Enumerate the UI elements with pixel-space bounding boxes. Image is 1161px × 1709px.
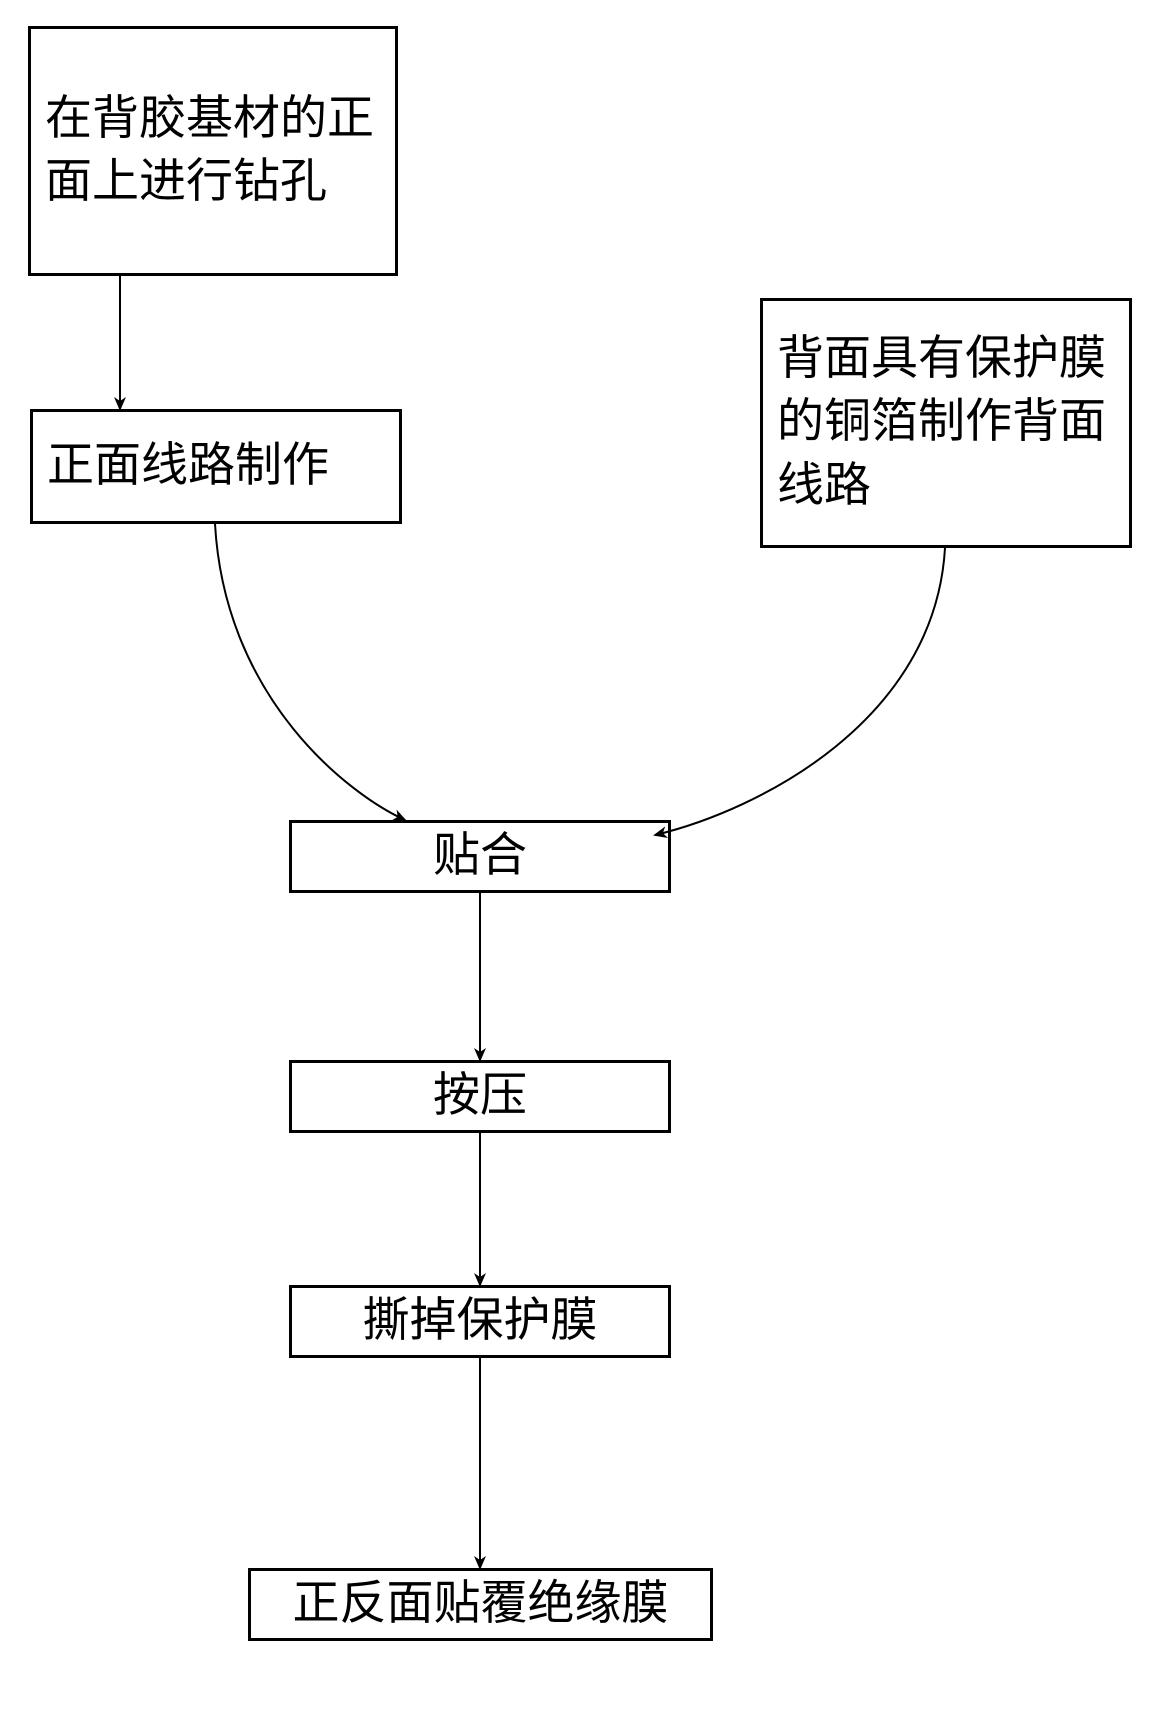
node-label: 正面线路制作 xyxy=(47,435,329,498)
flowchart-node-bonding: 贴合 xyxy=(289,820,671,893)
flowchart-node-drilling: 在背胶基材的正面上进行钻孔 xyxy=(28,26,398,276)
node-label: 撕掉保护膜 xyxy=(363,1290,598,1353)
node-label: 背面具有保护膜的铜箔制作背面线路 xyxy=(777,328,1115,518)
node-label: 贴合 xyxy=(433,825,527,888)
node-label: 按压 xyxy=(433,1065,527,1128)
flowchart-node-insulation: 正反面贴覆绝缘膜 xyxy=(248,1568,713,1641)
flowchart-node-front-circuit: 正面线路制作 xyxy=(30,409,402,524)
node-label: 正反面贴覆绝缘膜 xyxy=(293,1573,669,1636)
flowchart-node-back-circuit: 背面具有保护膜的铜箔制作背面线路 xyxy=(760,298,1132,548)
flowchart-node-peel-film: 撕掉保护膜 xyxy=(289,1285,671,1358)
node-label: 在背胶基材的正面上进行钻孔 xyxy=(45,88,381,215)
flowchart-node-pressing: 按压 xyxy=(289,1060,671,1133)
